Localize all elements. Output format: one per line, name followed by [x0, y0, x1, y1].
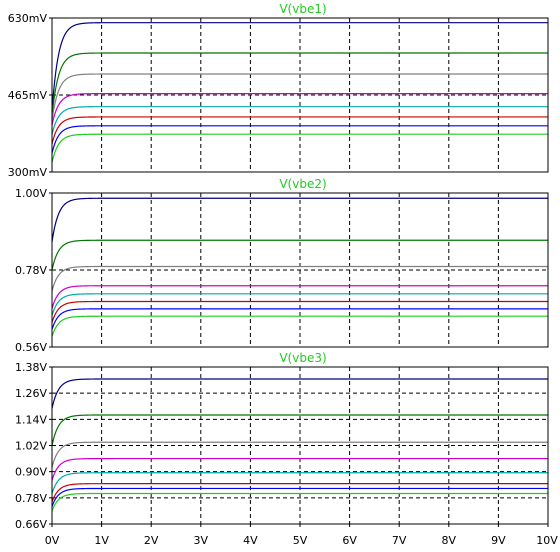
trace-5	[51, 472, 548, 494]
y-tick-label: 0.56V	[15, 341, 47, 354]
trace-2	[51, 414, 548, 446]
y-tick-label: 1.02V	[15, 440, 47, 453]
plot-title: V(vbe2)	[279, 177, 326, 191]
y-tick-label: 300mV	[8, 166, 48, 179]
x-tick-label: 10V	[536, 534, 558, 547]
trace-8	[51, 133, 548, 163]
plot-panel-3: 1.38V 1.26V 1.14V 1.02V 0.90V 0.78V 0.66V V(vbe…	[15, 351, 549, 531]
plot-title: V(vbe3)	[279, 351, 326, 365]
y-tick-label: 0.90V	[15, 466, 47, 479]
trace-2	[51, 52, 548, 117]
plot-panel-2: 1.00V 0.78V 0.56V V(vbe2)	[15, 177, 549, 354]
x-tick-label: 9V	[491, 534, 506, 547]
x-tick-label: 0V	[45, 534, 60, 547]
y-tick-label: 0.78V	[15, 264, 47, 277]
x-tick-label: 8V	[442, 534, 457, 547]
x-tick-label: 4V	[243, 534, 258, 547]
trace-6	[51, 300, 548, 323]
x-axis: 0V 1V 2V 3V 4V 5V 6V 7V 8V 9V 10V	[45, 524, 558, 547]
y-tick-label: 630mV	[8, 12, 48, 25]
trace-4	[51, 93, 548, 126]
x-tick-label: 6V	[342, 534, 357, 547]
trace-5	[51, 106, 548, 135]
y-tick-label: 1.14V	[15, 413, 47, 426]
trace-8	[51, 315, 548, 337]
y-tick-label: 1.00V	[15, 187, 47, 200]
trace-1	[51, 22, 548, 112]
y-tick-label: 0.66V	[15, 518, 47, 531]
x-tick-label: 3V	[194, 534, 209, 547]
x-tick-label: 5V	[293, 534, 308, 547]
trace-1	[51, 197, 548, 243]
trace-6	[51, 483, 548, 503]
trace-7	[51, 487, 548, 507]
trace-3	[51, 265, 548, 292]
trace-6	[51, 116, 548, 145]
trace-2	[51, 239, 548, 271]
trace-1	[51, 378, 548, 409]
trace-5	[51, 293, 548, 316]
x-tick-label: 1V	[94, 534, 109, 547]
x-tick-label: 7V	[392, 534, 407, 547]
trace-8	[51, 492, 548, 512]
plot-title: V(vbe1)	[279, 2, 326, 16]
trace-7	[51, 308, 548, 330]
trace-4	[51, 285, 548, 309]
trace-3	[51, 441, 548, 468]
y-tick-label: 465mV	[8, 89, 48, 102]
trace-4	[51, 457, 548, 481]
plot-panel-1: 630mV 465mV 300mV V(vbe1)	[8, 2, 549, 179]
trace-7	[51, 125, 548, 154]
y-tick-label: 1.38V	[15, 361, 47, 374]
x-tick-label: 2V	[144, 534, 159, 547]
y-tick-label: 0.78V	[15, 492, 47, 505]
trace-3	[51, 73, 548, 121]
y-tick-label: 1.26V	[15, 387, 47, 400]
